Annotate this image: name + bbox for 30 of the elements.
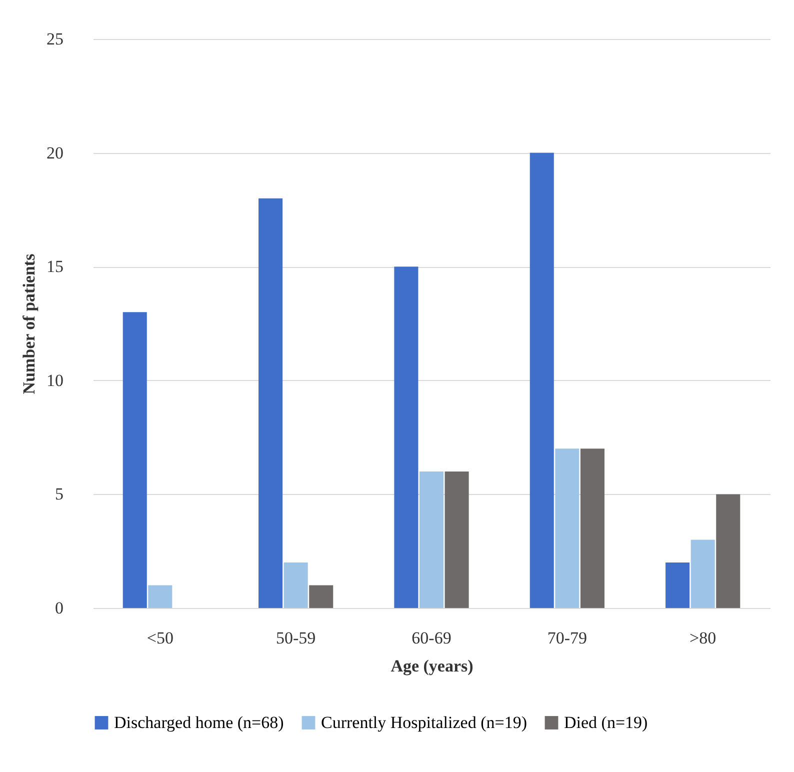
y-tick-label: 10 [46,370,64,390]
y-tick-label: 25 [46,30,64,48]
bar [258,198,283,608]
bar [555,448,580,608]
bar [394,266,418,608]
bar [690,540,715,608]
bar [666,562,690,608]
y-tick-label: 0 [55,598,64,618]
bar [444,471,469,608]
y-tick-label: 20 [46,143,64,162]
y-tick-label: 5 [55,484,64,504]
y-tick-label: 15 [46,257,64,276]
bar [716,494,740,608]
legend-label: Died (n=19) [564,712,648,732]
bar [122,312,147,608]
bar [530,152,554,608]
x-tick-label: 60-69 [412,628,452,648]
x-axis-title: Age (years) [390,656,474,676]
legend-label: Currently Hospitalized (n=19) [321,712,527,732]
bar [580,448,604,608]
x-tick-label: >80 [690,628,716,648]
x-tick-label: 70-79 [547,628,588,648]
y-axis-title: Number of patients [20,253,38,394]
bar [284,562,308,608]
bar [309,585,334,608]
bar [148,585,172,608]
legend-label: Discharged home (n=68) [114,712,284,732]
bar [419,471,444,608]
x-tick-label: 50-59 [276,628,316,648]
x-tick-label: <50 [146,628,174,648]
